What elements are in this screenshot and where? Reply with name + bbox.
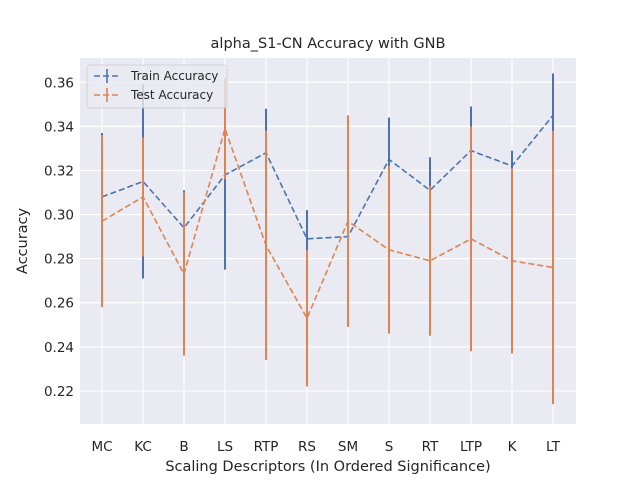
y-tick-label: 0.22 [44,384,74,400]
x-tick-label: SM [338,439,358,455]
y-tick-label: 0.30 [44,208,74,224]
x-tick-label: S [385,439,394,455]
y-tick-label: 0.26 [44,296,74,312]
x-tick-label: B [179,439,188,455]
legend-label: Test Accuracy [130,88,213,102]
plot-area [80,58,576,424]
y-tick-label: 0.32 [44,163,74,179]
y-tick-label: 0.34 [44,119,74,135]
x-tick-label: K [508,439,518,455]
x-tick-label: LTP [460,439,482,455]
y-tick-label: 0.28 [44,252,74,268]
legend-box [86,64,228,109]
x-tick-label: RT [422,439,439,455]
y-tick-label: 0.36 [44,75,74,91]
tick-labels: MC KC B LS RTP RS SM S RT LTP K LT 0.22 0.24 0.26 0.28 0… [44,75,561,455]
x-tick-label: RS [298,439,316,455]
x-axis-label: Scaling Descriptors (In Ordered Signific… [165,459,490,475]
legend-item: Test Accuracy [94,88,213,102]
x-tick-label: KC [134,439,152,455]
legend-item: Train Accuracy [94,69,218,83]
series-line [101,125,554,321]
legend-label: Train Accuracy [130,69,218,83]
x-tick-label: LT [546,439,561,455]
x-tick-label: RTP [254,439,279,455]
chart-title: alpha_S1-CN Accuracy with GNB [211,36,446,52]
series-line [101,114,554,240]
series-layer [101,73,554,405]
y-axis-label: Accuracy [15,207,31,274]
series-1 [101,77,554,405]
x-tick-label: LS [217,439,233,455]
y-tick-label: 0.24 [44,340,74,356]
legend: Train Accuracy Test Accuracy [86,64,228,109]
x-tick-label: MC [91,439,112,455]
